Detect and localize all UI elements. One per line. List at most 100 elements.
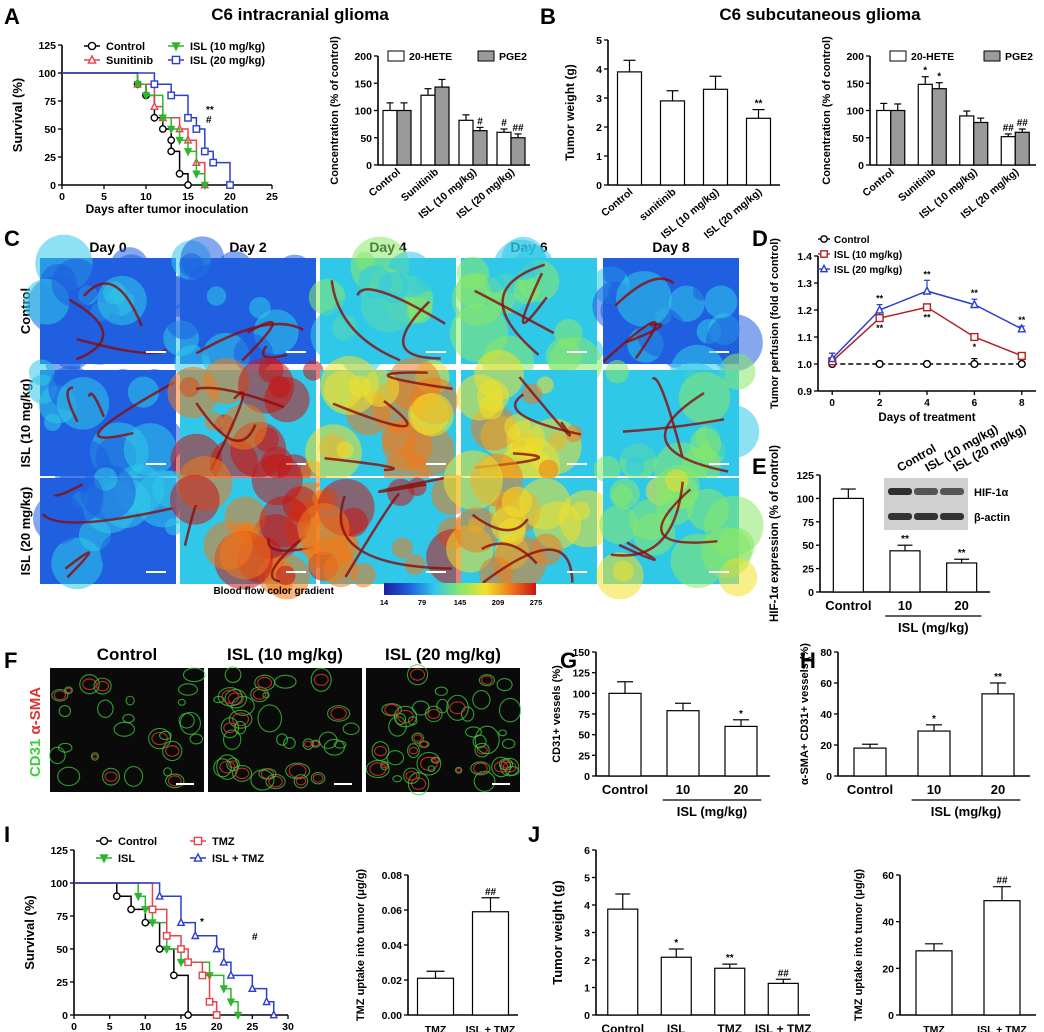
perfusion-blob	[275, 254, 314, 293]
marker	[970, 359, 979, 369]
marker	[269, 1009, 279, 1019]
x-tick-label: 10	[676, 782, 690, 797]
cd31-vessel	[310, 772, 326, 785]
y-tick-label: 1	[584, 983, 590, 995]
marker	[184, 958, 193, 967]
cd31-vessel	[90, 752, 99, 761]
sma-vessel	[381, 762, 388, 769]
y-tick-label: 1	[596, 151, 602, 163]
y-tick-label: 50	[802, 540, 814, 552]
cd31-vessel	[224, 666, 242, 684]
y-axis-label: α-SMA+ CD31+ vessels (%)	[799, 643, 811, 785]
y-tick-label: 20	[882, 963, 894, 975]
marker	[184, 113, 192, 122]
group-label: ISL (mg/kg)	[931, 804, 1002, 819]
marker	[155, 890, 164, 900]
marker	[226, 998, 236, 1007]
marker	[150, 101, 159, 111]
bar	[917, 730, 951, 777]
cd31-vessel	[310, 667, 332, 692]
x-tick-label: 25	[266, 191, 278, 203]
sma-vessel	[449, 701, 466, 715]
sig-label: #	[501, 118, 507, 129]
perfusion-blob	[169, 474, 220, 525]
y-axis-label: Survival (%)	[22, 895, 37, 969]
legend-label: ISL (10 mg/kg)	[834, 250, 902, 261]
marker	[1017, 359, 1026, 369]
panel-letter-e: E	[752, 454, 767, 479]
bar	[890, 109, 906, 166]
perfusion-blob	[123, 423, 177, 476]
sig-label: **	[876, 294, 884, 304]
cd31-vessel	[159, 730, 172, 741]
perfusion-blob	[206, 286, 227, 306]
y-axis-label: CD31+ vessels (%)	[551, 665, 563, 763]
sma-vessel	[413, 734, 423, 742]
cd31-vessel	[189, 733, 204, 745]
vessel	[209, 391, 245, 471]
cd31-vessel	[101, 767, 120, 786]
cd31-vessel	[498, 697, 522, 723]
if-image	[50, 668, 204, 792]
x-tick-label: 30	[282, 1021, 294, 1032]
sig-label: *	[973, 342, 977, 352]
bar	[983, 900, 1021, 1016]
vessel	[195, 386, 285, 409]
sma-vessel	[374, 745, 387, 757]
y-tick-label: 50	[360, 133, 372, 145]
x-tick-label: 10	[927, 782, 941, 797]
perfusion-blob	[251, 454, 303, 506]
marker	[112, 892, 121, 901]
perfusion-blob	[361, 369, 400, 408]
sma-vessel	[409, 668, 426, 681]
vessel	[481, 542, 538, 565]
y-tick-label: 0	[826, 771, 832, 783]
sig-label: #	[477, 116, 483, 127]
sma-vessel	[481, 675, 493, 685]
bar	[931, 88, 947, 166]
cd31-vessel	[49, 746, 66, 765]
x-tick-label: 15	[175, 1021, 187, 1032]
cd31-vessel	[276, 733, 288, 746]
x-tick-label: 20	[224, 191, 236, 203]
bar	[889, 550, 921, 593]
y-tick-label: 50	[44, 124, 56, 136]
vessel	[330, 280, 401, 362]
colorbar-tick: 79	[418, 598, 426, 607]
legend-label: ISL + TMZ	[212, 853, 264, 865]
cd31-vessel	[182, 667, 206, 683]
colorbar	[384, 583, 536, 595]
cd31-vessel	[79, 674, 100, 695]
perfusion-blob	[704, 495, 764, 556]
y-tick-label: 5	[596, 35, 602, 47]
sma-vessel	[384, 703, 399, 716]
cd31-vessel	[416, 751, 442, 776]
sig-label: #	[206, 115, 212, 126]
cd31-vessel	[474, 725, 500, 755]
x-tick-label: Control	[602, 782, 648, 797]
sma-vessel	[151, 731, 168, 746]
sig-label: **	[901, 534, 909, 545]
x-tick-label: sunitinib	[637, 186, 678, 223]
marker	[190, 930, 200, 940]
perfusion-blob	[609, 478, 640, 510]
x-tick-label: Control	[599, 186, 635, 219]
vessel	[378, 476, 445, 493]
vessel	[66, 386, 79, 423]
y-tick-label: 1.1	[797, 332, 812, 344]
y-tick-label: 150	[572, 647, 590, 659]
perfusion-blob	[719, 353, 756, 390]
cd31-vessel	[228, 709, 253, 729]
marker	[175, 169, 184, 178]
y-tick-label: 75	[578, 709, 590, 721]
cd31-vessel	[217, 687, 243, 707]
bar	[396, 109, 412, 166]
sig-label: *	[200, 917, 204, 928]
sma-vessel	[369, 762, 387, 776]
marker	[133, 80, 142, 90]
cd31-vessel	[472, 734, 487, 749]
series-line	[831, 290, 1023, 360]
bar	[745, 117, 772, 186]
bar	[496, 131, 512, 166]
